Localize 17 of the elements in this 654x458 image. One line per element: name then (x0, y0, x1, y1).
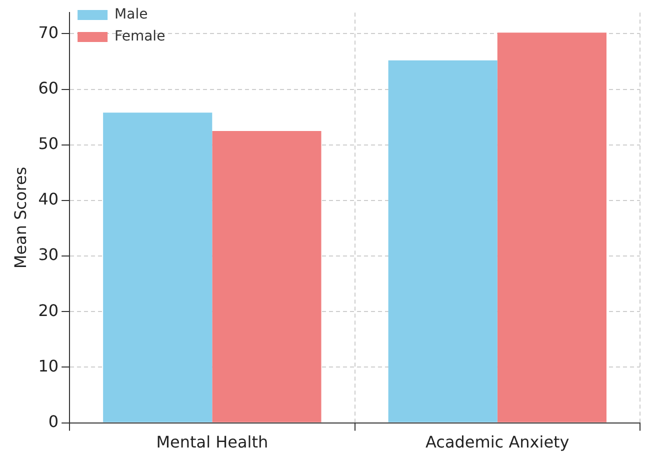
y-tick-label: 70 (38, 22, 59, 42)
bar (497, 32, 606, 422)
y-tick-label: 0 (48, 412, 59, 431)
bar (212, 130, 322, 422)
legend-label: Female (114, 28, 166, 45)
y-tick-label: 10 (38, 356, 59, 376)
bar (388, 60, 498, 422)
y-tick-label: 40 (38, 190, 59, 209)
y-tick-label: 30 (38, 245, 59, 264)
x-tick-label: Mental Health (156, 432, 268, 452)
legend-label: Male (114, 6, 148, 23)
bar (103, 112, 212, 422)
y-tick-label: 60 (38, 78, 59, 98)
y-tick-label: 20 (38, 300, 59, 320)
x-tick-label: Academic Anxiety (426, 432, 570, 452)
y-axis-title: Mean Scores (10, 166, 30, 269)
y-tick-label: 50 (38, 134, 59, 154)
